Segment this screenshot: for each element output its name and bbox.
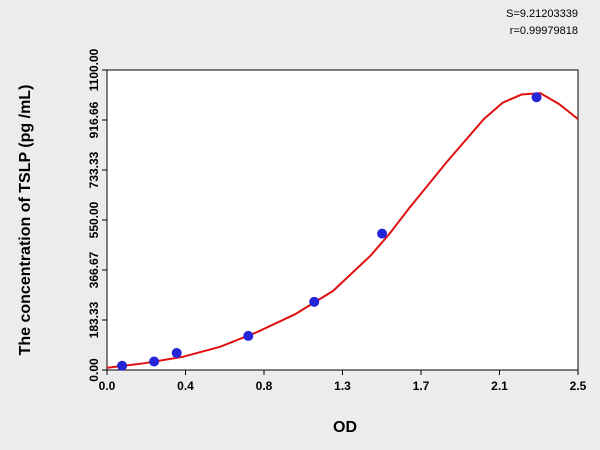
y-tick-label: 0.00 — [87, 358, 101, 382]
stat-s: S=9.21203339 — [506, 8, 578, 20]
y-tick-label: 183.33 — [87, 301, 101, 338]
data-point — [149, 356, 160, 367]
x-axis-label: OD — [333, 419, 357, 436]
y-tick-label: 550.00 — [87, 201, 101, 238]
y-tick-label: 733.33 — [87, 151, 101, 188]
x-tick-label: 1.3 — [334, 379, 351, 393]
y-axis-label: The concentration of TSLP (pg /mL) — [17, 85, 34, 356]
data-point — [531, 92, 542, 103]
x-tick-label: 0.0 — [99, 379, 116, 393]
data-point — [117, 360, 128, 371]
stat-r: r=0.99979818 — [510, 25, 578, 37]
plot-area — [106, 69, 579, 371]
data-point — [171, 347, 182, 358]
y-tick-label: 366.67 — [87, 251, 101, 288]
data-point — [309, 296, 320, 307]
x-tick-label: 1.7 — [413, 379, 430, 393]
y-tick-label: 916.66 — [87, 101, 101, 138]
x-tick-label: 0.8 — [256, 379, 273, 393]
y-tick-label: 1100.00 — [87, 48, 101, 91]
x-tick-label: 2.1 — [491, 379, 508, 393]
x-tick-label: 0.4 — [177, 379, 194, 393]
x-tick-label: 2.5 — [570, 379, 587, 393]
data-point — [243, 330, 254, 341]
fit-curve — [107, 92, 578, 369]
data-point — [377, 228, 388, 239]
